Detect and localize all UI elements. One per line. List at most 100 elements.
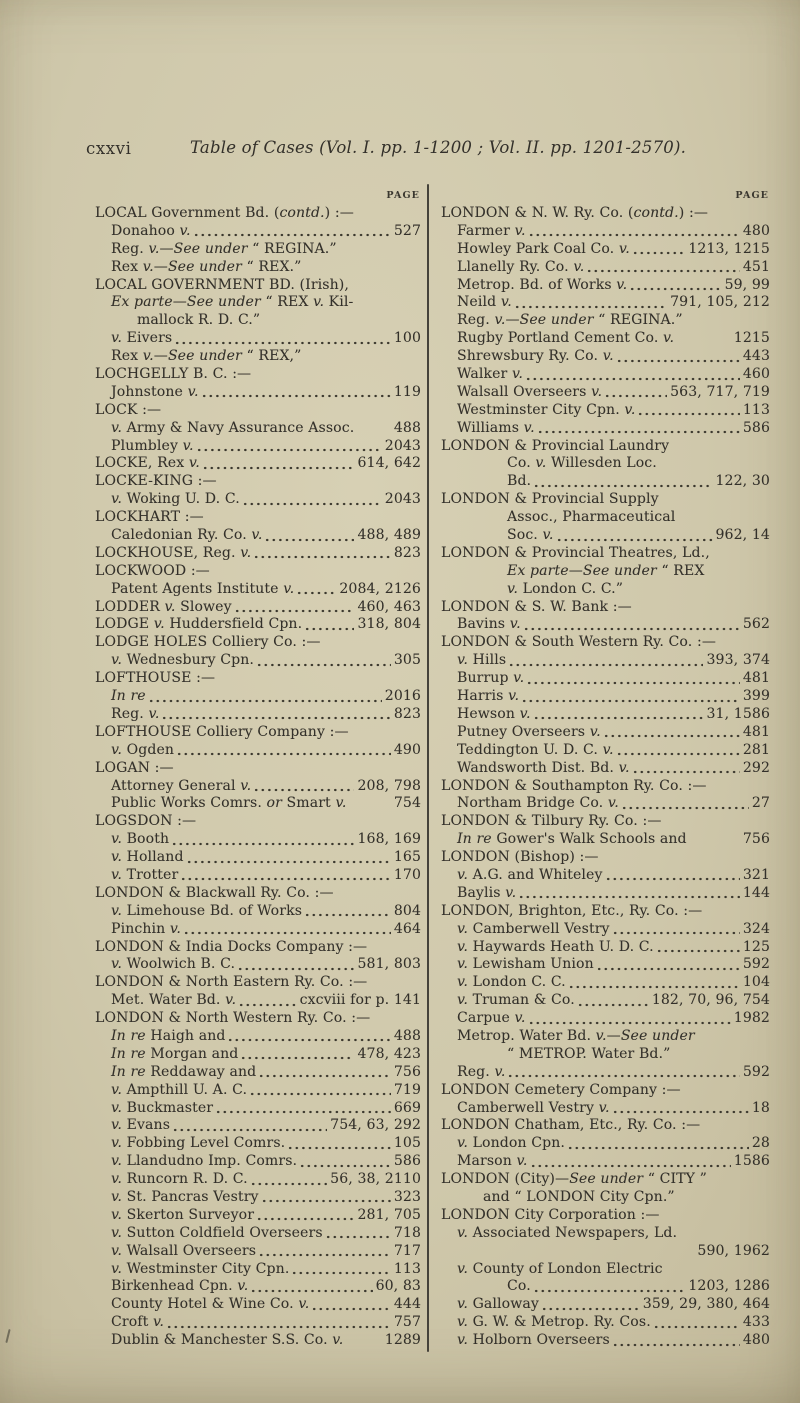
case-entry-text: and “ LONDON City Cpn.” [483, 1188, 675, 1205]
case-entry-text: Walker v. [457, 366, 523, 383]
case-entry: LODGE v. Huddersfield Cpn. 318, 804 [95, 616, 421, 635]
page-number: 208, 798 [357, 777, 421, 794]
case-entry-text: LODGE HOLES Colliery Co. :— [95, 634, 321, 651]
case-entry: Caledonian Ry. Co. v. 488, 489 [95, 527, 421, 545]
case-entry: Pinchin v. 464 [95, 920, 421, 939]
case-entry-text: Ex parte—See under “ REX [507, 562, 705, 579]
case-entry: v. Army & Navy Assurance Assoc. 488 [95, 420, 421, 438]
leader-dots [533, 1278, 686, 1297]
case-entry: v. Booth 168, 169 [95, 831, 421, 850]
case-entry-text: LONDON & Southampton Ry. Co. :— [441, 777, 707, 794]
page-number: 433 [742, 1314, 770, 1331]
case-entry-text: Johnstone v. [111, 383, 199, 400]
leader-space [713, 545, 767, 563]
page-number: 56, 38, 2110 [330, 1171, 421, 1188]
stray-ink-mark [5, 1328, 11, 1344]
page-number: 488, 489 [357, 527, 421, 544]
index-column-left: PAGE LOCAL Government Bd. (contd.) :— Don… [95, 186, 421, 1350]
page-number: 1203, 1286 [688, 1278, 770, 1295]
leader-dots [175, 330, 391, 349]
case-entry-text: Carpue v. [457, 1010, 526, 1027]
leader-space [349, 795, 390, 813]
case-entry-text: v. Hills [457, 652, 507, 669]
page-number: 144 [742, 884, 770, 901]
case-heading: “ METROP. Water Bd.” [441, 1046, 770, 1064]
case-entry: v. Westminster City Cpn. 113 [95, 1260, 421, 1279]
case-entry: v. Holland 165 [95, 849, 421, 867]
case-entry: Llanelly Ry. Co. v. 451 [441, 258, 770, 277]
case-entry-text: County Hotel & Wine Co. v. [111, 1296, 310, 1313]
case-entry-text: v. Haywards Heath U. D. C. [457, 938, 654, 955]
page-number: 105 [393, 1135, 421, 1152]
case-entry-text: Shrewsbury Ry. Co. v. [457, 348, 614, 365]
case-entry: Burrup v. 481 [441, 670, 770, 689]
case-heading: LONDON & North Eastern Ry. Co. :— [95, 974, 421, 992]
case-entry-text: Co. [507, 1278, 531, 1295]
leader-dots [525, 366, 740, 384]
case-entry-text: Patent Agents Institute v. [111, 580, 295, 597]
case-heading: LONDON & Blackwall Ry. Co. :— [95, 885, 421, 903]
case-entry-text: LOCK :— [95, 401, 162, 418]
case-entry-text: v. Skerton Surveyor [111, 1206, 255, 1223]
case-entry-text: Soc. v. [507, 527, 554, 544]
case-entry: Carpue v. 1982 [441, 1010, 770, 1028]
leader-dots [300, 1153, 391, 1172]
page-number: 444 [393, 1296, 421, 1313]
case-entry-text: Public Works Comrs. or Smart v. [111, 795, 347, 812]
page-number: 1213, 1215 [688, 240, 770, 257]
case-entry: Attorney General v. 208, 798 [95, 777, 421, 796]
case-heading: LOCKHART :— [95, 509, 421, 527]
case-entry-text: Williams v. [457, 419, 535, 436]
leader-space [711, 205, 767, 223]
case-entry-text: LOCKE-KING :— [95, 473, 217, 490]
page-number: 527 [393, 222, 421, 239]
case-heading: LODGE HOLES Colliery Co. :— [95, 634, 421, 652]
case-entry-text: LONDON (City)—See under “ CITY ” [441, 1171, 707, 1188]
page-number: 754, 63, 292 [330, 1117, 421, 1134]
case-entry-text: LONDON & Provincial Laundry [441, 437, 670, 454]
leader-space [626, 581, 767, 599]
leader-dots [616, 348, 740, 367]
case-entry-text: Donahoo v. [111, 222, 191, 239]
case-entry-text: Howley Park Coal Co. v. [457, 240, 630, 257]
page-number: 451 [742, 258, 770, 275]
case-entry-text: In re Haigh and [111, 1027, 226, 1044]
case-entry: Johnstone v. 119 [95, 383, 421, 402]
case-entry: v. Wednesbury Cpn. 305 [95, 652, 421, 671]
leader-space [346, 1332, 381, 1350]
case-entry-text: Baylis v. [457, 884, 517, 901]
leader-dots [587, 258, 740, 277]
leader-space [340, 241, 418, 259]
case-entry-text: v. Army & Navy Assurance Assoc. [111, 419, 355, 436]
case-entry-text: Reg. v.—See under “ REGINA.” [457, 312, 683, 329]
leader-dots [257, 1206, 355, 1225]
case-entry-text: Metrop. Bd. of Works v. [457, 276, 628, 293]
leader-dots [632, 240, 686, 259]
case-entry-text: “ METROP. Water Bd.” [507, 1045, 671, 1062]
case-entry-text: LONDON (Bishop) :— [441, 849, 599, 866]
leader-space [602, 849, 767, 867]
case-entry-text: LONDON & S. W. Bank :— [441, 598, 632, 615]
case-entry-text: v. Limehouse Bd. of Works [111, 902, 303, 919]
case-entry: Walker v. 460 [441, 366, 770, 384]
case-entry: Met. Water Bd. v. cxcviii for p. 141 [95, 992, 421, 1011]
leader-dots [612, 920, 740, 939]
case-entry: Howley Park Coal Co. v. 1213, 1215 [441, 240, 770, 259]
case-heading: Assoc., Pharmaceutical [441, 509, 770, 527]
case-entry: Hewson v. 31, 1586 [441, 705, 770, 724]
case-entry-text: v. London Cpn. [457, 1135, 565, 1152]
leader-dots [242, 491, 382, 510]
page-number: 2016 [384, 688, 421, 705]
case-entry-text: Neild v. [457, 294, 512, 311]
case-heading: LONDON Cemetery Company :— [441, 1082, 770, 1100]
leader-space [666, 1261, 767, 1279]
leader-dots [250, 1081, 391, 1100]
leader-dots [183, 920, 391, 939]
case-entry: Baylis v. 144 [441, 884, 770, 903]
case-entry: In re Morgan and 478, 423 [95, 1045, 421, 1064]
page-number: 562 [742, 616, 770, 633]
case-entry: In re Haigh and 488 [95, 1027, 421, 1046]
case-entry-text: LONDON & Provincial Supply [441, 491, 659, 508]
page-number: 100 [393, 330, 421, 347]
case-entry: v. St. Pancras Vestry 323 [95, 1188, 421, 1207]
